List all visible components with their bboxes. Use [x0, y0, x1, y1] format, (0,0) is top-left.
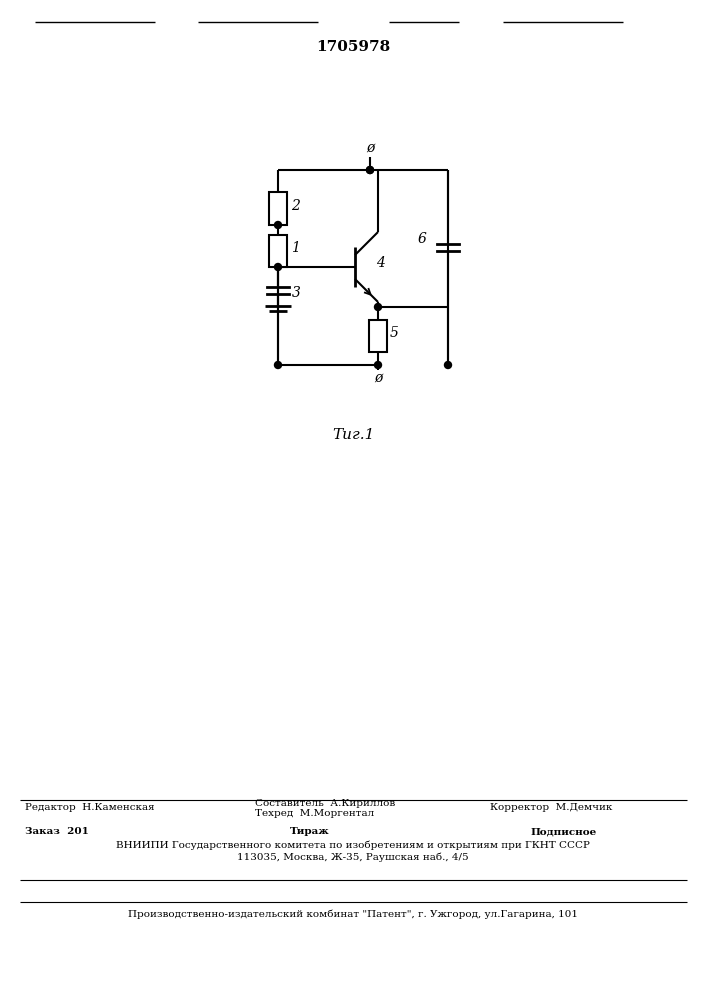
Circle shape: [366, 166, 373, 174]
Text: Заказ  201: Заказ 201: [25, 828, 89, 836]
Text: Редактор  Н.Каменская: Редактор Н.Каменская: [25, 804, 155, 812]
Circle shape: [274, 361, 281, 368]
Text: 5: 5: [390, 326, 399, 340]
Text: Производственно-издательский комбинат "Патент", г. Ужгород, ул.Гагарина, 101: Производственно-издательский комбинат "П…: [128, 909, 578, 919]
Text: Составитель  А.Кириллов: Составитель А.Кириллов: [255, 798, 395, 808]
Text: Τиг.1: Τиг.1: [332, 428, 374, 442]
Bar: [369, 320, 387, 352]
Circle shape: [366, 166, 373, 174]
Circle shape: [375, 304, 382, 310]
Text: Корректор  М.Демчик: Корректор М.Демчик: [490, 804, 612, 812]
Circle shape: [274, 222, 281, 229]
Text: Подписное: Подписное: [530, 828, 596, 836]
Text: ø: ø: [374, 371, 382, 385]
Text: 113035, Москва, Ж-35, Раушская наб., 4/5: 113035, Москва, Ж-35, Раушская наб., 4/5: [237, 852, 469, 862]
Text: 1705978: 1705978: [316, 40, 390, 54]
Text: 4: 4: [376, 256, 385, 270]
Text: 3: 3: [292, 286, 301, 300]
Text: ВНИИПИ Государственного комитета по изобретениям и открытиям при ГКНТ СССР: ВНИИПИ Государственного комитета по изоб…: [116, 840, 590, 850]
Text: 6: 6: [418, 232, 427, 246]
Text: Техред  М.Моргентал: Техред М.Моргентал: [255, 810, 374, 818]
Circle shape: [274, 263, 281, 270]
Text: ø: ø: [366, 141, 374, 155]
Text: Тираж: Тираж: [290, 828, 330, 836]
Bar: [269, 192, 287, 225]
Text: 1: 1: [291, 241, 300, 255]
Bar: [269, 235, 287, 267]
Circle shape: [445, 361, 452, 368]
Text: 2: 2: [291, 198, 300, 213]
Circle shape: [375, 361, 382, 368]
